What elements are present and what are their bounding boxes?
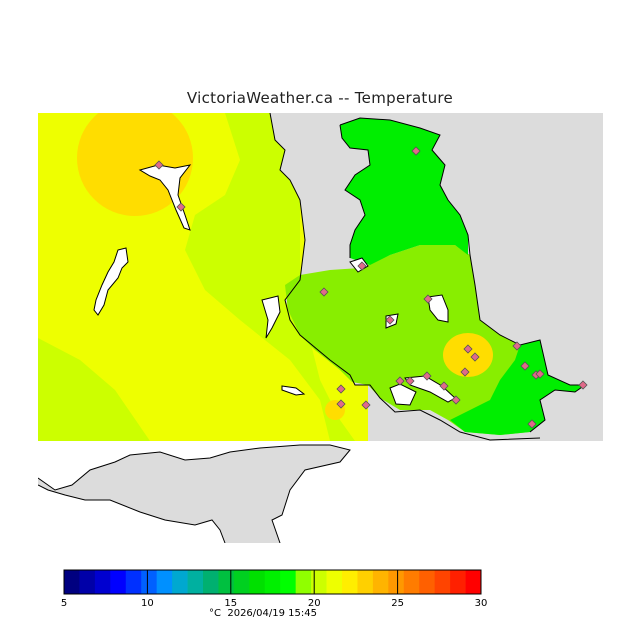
legend-swatch [450,570,466,594]
legend-swatch [388,570,405,594]
island-cowichan [261,295,281,339]
legend-swatch [311,570,327,594]
legend-tick-label: 20 [308,598,321,609]
legend-swatch [156,570,173,594]
unit-label: °C [209,608,221,619]
station-marker [512,341,522,351]
temperature-zone-green-southeast [450,340,585,435]
legend-swatch [141,570,158,594]
legend-swatch [357,570,374,594]
coastline-saanich [269,113,541,441]
legend-swatch [419,570,436,594]
legend-swatch [280,570,297,594]
legend-tick-label: 25 [391,598,404,609]
station-markers [154,146,588,429]
station-marker [395,376,405,386]
legend-swatch [172,570,188,594]
legend-swatch [187,570,204,594]
legend-swatch [249,570,266,594]
island-west [93,247,129,316]
station-marker [176,202,186,212]
station-marker [411,146,421,156]
legend-swatch [110,570,127,594]
legend-swatch [295,570,312,594]
temperature-zone-green-southwest [38,338,150,441]
temperature-legend: 5 10 15 20 25 30 [61,569,488,609]
temperature-zone-warm-east [443,333,493,377]
legend-swatch [434,570,451,594]
island-east-a [427,294,449,323]
legend-tick-label: 15 [224,598,237,609]
station-marker [535,369,545,379]
legend-tick-label: 5 [61,598,67,609]
island-northwest [138,164,192,231]
station-marker [470,352,480,362]
coastline-peninsula-west [38,484,226,543]
station-marker [357,261,367,271]
island-east-d [389,383,417,406]
coastline-north [339,117,587,433]
station-marker [423,294,433,304]
station-marker [520,361,530,371]
legend-footer: °C 2026/04/19 15:45 [209,608,317,619]
station-marker [578,380,588,390]
legend-swatch [94,570,111,594]
legend-swatch [342,570,358,594]
island-small-south [281,385,306,396]
station-marker [319,287,329,297]
station-marker [460,367,470,377]
station-marker [361,400,371,410]
station-marker [154,160,164,170]
station-marker [527,419,537,429]
station-marker [422,371,432,381]
legend-swatch [79,570,96,594]
map-title: VictoriaWeather.ca -- Temperature [186,89,454,107]
coastline-inlet [339,124,371,258]
legend-swatch [203,570,219,594]
map-area [38,113,603,543]
legend-swatch [465,570,482,594]
legend-swatch [218,570,235,594]
station-marker [439,381,449,391]
station-marker [385,315,395,325]
station-marker [451,395,461,405]
legend-swatch [326,570,343,594]
temperature-zone-warm-northwest [77,113,193,216]
legend-swatch [125,570,142,594]
station-marker [336,399,346,409]
temperature-zone-yellow-green [185,113,355,441]
station-marker [405,376,415,386]
peninsula-coast [38,445,350,543]
legend-swatch [64,570,80,594]
coastline-peninsula [38,444,351,543]
legend-tick-label: 10 [141,598,154,609]
legend-swatch [264,570,281,594]
station-marker [336,384,346,394]
legend-swatch [372,570,389,594]
timestamp: 2026/04/19 15:45 [227,608,317,619]
legend-swatch [233,570,250,594]
station-marker [463,344,473,354]
legend-swatch [403,570,420,594]
legend-tick-label: 30 [475,598,488,609]
